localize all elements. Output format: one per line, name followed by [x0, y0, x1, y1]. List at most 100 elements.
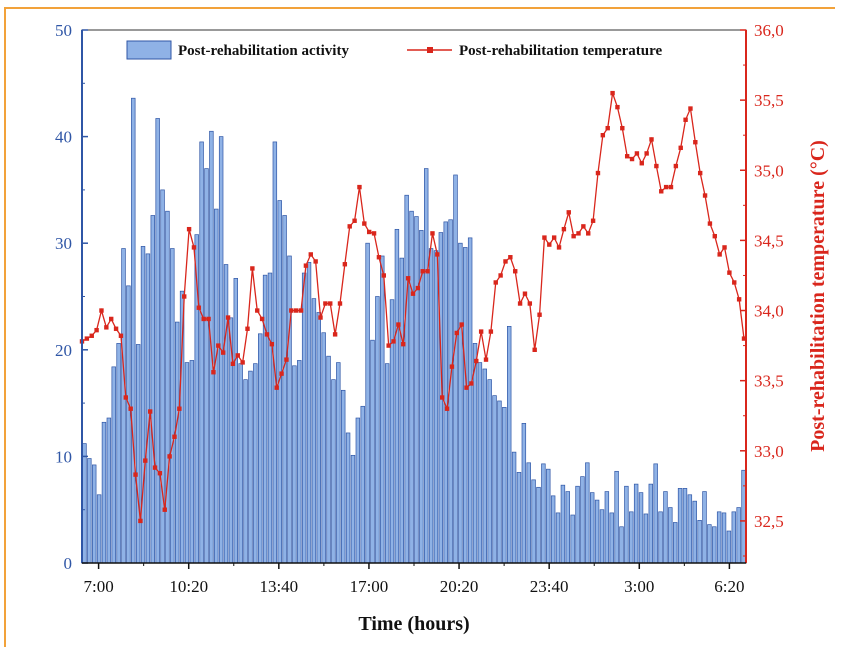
- temperature-point: [732, 280, 737, 285]
- temperature-point: [255, 308, 260, 313]
- activity-bar: [204, 168, 209, 564]
- activity-bar: [326, 355, 331, 564]
- temperature-point: [279, 371, 284, 376]
- temperature-point: [138, 518, 143, 524]
- activity-bar: [629, 511, 634, 564]
- temperature-point: [425, 269, 430, 274]
- activity-bar: [233, 278, 239, 564]
- temperature-point: [654, 163, 659, 169]
- temperature-point: [702, 193, 708, 198]
- temperature-point: [332, 332, 338, 337]
- activity-bar: [482, 368, 488, 564]
- activity-bar: [126, 285, 131, 564]
- temperature-point: [624, 154, 630, 159]
- temperature-point: [128, 406, 133, 411]
- temperature-point: [352, 218, 357, 223]
- temperature-point: [303, 263, 309, 268]
- temperature-point: [551, 235, 557, 240]
- temperature-point: [230, 361, 236, 367]
- right-axis: 32,5 33,0 33,5 34,0 34,5 35,0 35,5 36,0: [740, 21, 784, 563]
- temperature-point: [683, 117, 688, 122]
- temperature-point: [104, 325, 109, 330]
- activity-bar: [668, 507, 673, 564]
- left-tick-label: 20: [55, 341, 72, 360]
- temperature-point: [478, 329, 484, 334]
- temperature-point: [659, 189, 664, 194]
- activity-bar: [214, 208, 219, 564]
- activity-bar: [550, 495, 556, 564]
- activity-bar: [443, 221, 448, 564]
- activity-bar: [453, 174, 458, 564]
- activity-bar: [91, 464, 97, 564]
- temperature-point: [186, 226, 192, 232]
- activity-bar: [731, 511, 737, 564]
- activity-bar: [155, 118, 160, 564]
- right-tick-label: 32,5: [754, 512, 784, 531]
- temperature-point: [177, 406, 182, 411]
- activity-bar: [653, 463, 658, 564]
- temperature-point: [216, 343, 221, 348]
- temperature-point: [123, 395, 129, 400]
- temperature-point: [298, 308, 304, 313]
- x-tick-label: 7:00: [83, 577, 113, 596]
- activity-bar: [409, 210, 414, 564]
- activity-bar: [380, 255, 385, 564]
- activity-bar: [140, 246, 146, 564]
- activity-bar: [394, 228, 400, 564]
- temperature-point: [84, 336, 90, 341]
- activity-bar: [375, 296, 380, 564]
- activity-bar: [497, 400, 502, 564]
- activity-bar: [267, 272, 273, 564]
- temperature-point: [736, 297, 742, 302]
- temperature-point: [401, 341, 406, 347]
- temperature-point: [600, 133, 606, 138]
- temperature-point: [741, 336, 747, 341]
- temperature-point: [435, 252, 440, 257]
- x-tick-label: 23:40: [530, 577, 569, 596]
- activity-bar: [599, 509, 605, 564]
- temperature-point: [152, 465, 158, 470]
- temperature-point: [474, 358, 479, 364]
- temperature-point: [235, 353, 240, 358]
- activity-bar: [370, 339, 375, 564]
- activity-bar: [609, 512, 614, 564]
- temperature-point: [366, 229, 372, 235]
- figure-frame: [4, 7, 835, 647]
- temperature-point: [649, 137, 654, 142]
- activity-bar: [316, 312, 322, 564]
- activity-bar: [189, 360, 195, 564]
- temperature-point: [488, 329, 494, 334]
- activity-bar: [399, 257, 405, 564]
- temperature-point: [143, 458, 148, 463]
- activity-bar: [101, 421, 107, 564]
- temperature-point: [211, 370, 216, 375]
- activity-bar: [477, 362, 483, 564]
- activity-bar: [321, 332, 326, 564]
- activity-bar: [365, 242, 370, 564]
- temperature-point: [220, 350, 226, 355]
- temperature-point: [444, 406, 450, 411]
- temperature-point: [147, 409, 153, 414]
- temperature-point: [590, 218, 596, 223]
- right-tick-label: 33,0: [754, 442, 784, 461]
- temperature-point: [410, 291, 416, 296]
- activity-bar: [521, 423, 527, 564]
- temperature-point: [527, 301, 533, 306]
- activity-bars: [82, 97, 746, 564]
- temperature-point: [337, 301, 343, 306]
- temperature-point: [94, 327, 99, 333]
- temperature-point: [620, 125, 625, 131]
- activity-bar: [472, 343, 478, 564]
- temperature-point: [430, 231, 435, 236]
- temperature-point: [440, 395, 445, 400]
- activity-bar: [428, 248, 434, 564]
- activity-bar: [721, 512, 727, 564]
- temperature-point: [274, 385, 279, 390]
- temperature-line: [79, 90, 747, 524]
- activity-bar: [184, 362, 190, 564]
- temperature-point: [206, 316, 211, 322]
- temperature-point: [109, 316, 114, 322]
- temperature-point: [688, 106, 693, 111]
- temperature-point: [595, 170, 601, 176]
